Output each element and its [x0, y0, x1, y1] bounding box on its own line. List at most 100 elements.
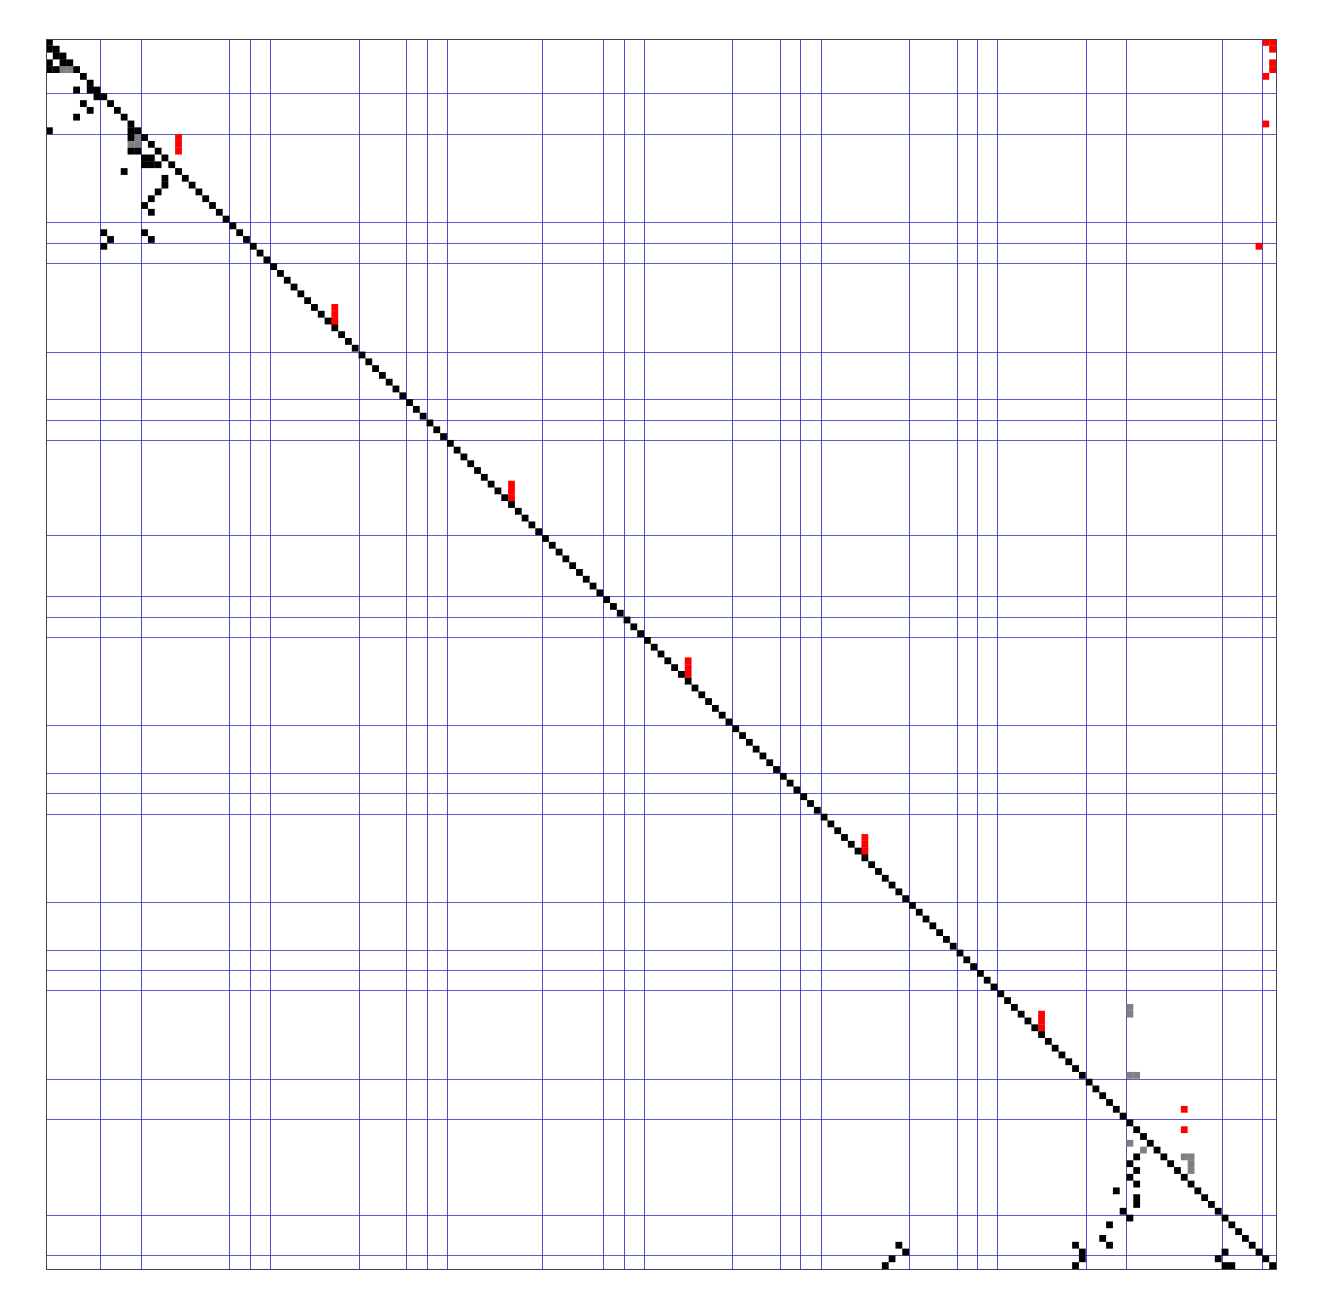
diagonal-cell — [120, 113, 128, 121]
diagonal-cell — [657, 650, 665, 658]
black-cell — [147, 161, 155, 169]
gray-cell — [127, 140, 135, 148]
diagonal-cell — [603, 596, 611, 604]
diagonal-cell — [610, 603, 617, 610]
diagonal-cell — [93, 86, 101, 94]
diagonal-cell — [820, 813, 828, 821]
diagonal-cell — [1235, 1228, 1243, 1236]
diagonal-cell — [759, 752, 767, 760]
diagonal-cell — [1167, 1160, 1175, 1168]
diagonal-cell — [990, 983, 998, 991]
black-cell — [73, 86, 80, 94]
diagonal-cell — [222, 215, 230, 223]
diagonal-cell — [378, 371, 386, 379]
diagonal-cell — [1262, 1255, 1270, 1263]
black-cell — [1133, 1201, 1141, 1208]
black-cell — [154, 188, 162, 196]
black-cell — [895, 1241, 903, 1249]
diagonal-cell — [1024, 1017, 1032, 1025]
diagonal-cell — [766, 759, 774, 767]
diagonal-cell — [412, 405, 420, 413]
diagonal-cell — [943, 936, 950, 943]
diagonal-cell — [392, 385, 400, 393]
diagonal-cell — [59, 52, 67, 60]
diagonal-cell — [1017, 1010, 1025, 1018]
diagonal-cell — [847, 840, 855, 848]
red-cell — [1255, 242, 1263, 250]
gray-cell — [1126, 1010, 1134, 1018]
diagonal-cell — [270, 263, 278, 271]
black-cell — [147, 195, 155, 203]
diagonal-cell — [79, 72, 87, 80]
diagonal-cell — [440, 433, 447, 440]
black-cell — [1072, 1241, 1079, 1249]
red-cell — [684, 670, 692, 678]
red-cell — [331, 304, 339, 311]
diagonal-cell — [576, 569, 583, 576]
diagonal-cell — [175, 168, 182, 175]
black-cell — [147, 236, 155, 243]
black-cell — [141, 154, 148, 162]
diagonal-cell — [161, 154, 169, 162]
diagonal-cell — [311, 304, 318, 311]
diagonal-cell — [949, 942, 957, 950]
diagonal-cell — [100, 93, 108, 101]
red-cell — [1180, 1105, 1188, 1113]
diagonal-cell — [807, 800, 814, 807]
diagonal-cell — [725, 718, 733, 726]
diagonal-cell — [596, 589, 604, 597]
diagonal-cell — [861, 854, 869, 862]
black-cell — [1221, 1262, 1229, 1269]
gray-cell — [1187, 1167, 1195, 1174]
black-cell — [1133, 1194, 1141, 1202]
red-cell — [175, 134, 182, 141]
red-cell — [1269, 59, 1276, 67]
diagonal-cell — [317, 310, 325, 318]
diagonal-cell — [474, 467, 481, 474]
diagonal-cell — [229, 222, 237, 230]
diagonal-cell — [1038, 1031, 1045, 1038]
diagonal-cell — [1112, 1105, 1120, 1113]
black-cell — [127, 147, 135, 155]
gray-cell — [66, 66, 74, 73]
diagonal-cell — [243, 236, 250, 243]
diagonal-cell — [66, 59, 74, 67]
gray-cell — [1180, 1153, 1188, 1161]
diagonal-cell — [1194, 1187, 1202, 1195]
diagonal-cell — [290, 283, 298, 291]
diagonal-cell — [324, 317, 332, 325]
black-cell — [52, 66, 60, 73]
diagonal-cell — [460, 453, 468, 461]
diagonal-cell — [1051, 1044, 1059, 1052]
diagonal-cell — [195, 188, 203, 196]
red-cell — [861, 834, 869, 841]
black-cell — [881, 1262, 889, 1269]
diagonal-cell — [555, 548, 563, 556]
gray-cell — [1133, 1071, 1141, 1079]
diagonal-cell — [1126, 1119, 1134, 1127]
black-cell — [127, 134, 135, 141]
gray-cell — [1187, 1160, 1195, 1168]
diagonal-cell — [202, 195, 210, 203]
diagonal-cell — [542, 535, 549, 542]
red-cell — [1038, 1010, 1045, 1018]
diagonal-cell — [1133, 1126, 1141, 1134]
black-cell — [141, 161, 148, 169]
black-cell — [1078, 1255, 1086, 1263]
diagonal-cell — [86, 79, 94, 87]
gray-cell — [1140, 1146, 1147, 1154]
red-cell — [331, 310, 339, 318]
gray-cell — [1187, 1153, 1195, 1161]
diagonal-cell — [1044, 1037, 1052, 1045]
red-cell — [1262, 39, 1270, 46]
diagonal-cell — [623, 616, 631, 624]
diagonal-cell — [358, 351, 366, 359]
gray-cell — [1126, 1071, 1134, 1079]
black-cell — [1133, 1153, 1141, 1161]
diagonal-cell — [399, 392, 407, 400]
diagonal-cell — [902, 895, 910, 903]
diagonal-cell — [732, 725, 740, 733]
diagonal-cell — [256, 249, 264, 257]
diagonal-cell — [127, 120, 135, 128]
diagonal-cell — [113, 106, 121, 114]
